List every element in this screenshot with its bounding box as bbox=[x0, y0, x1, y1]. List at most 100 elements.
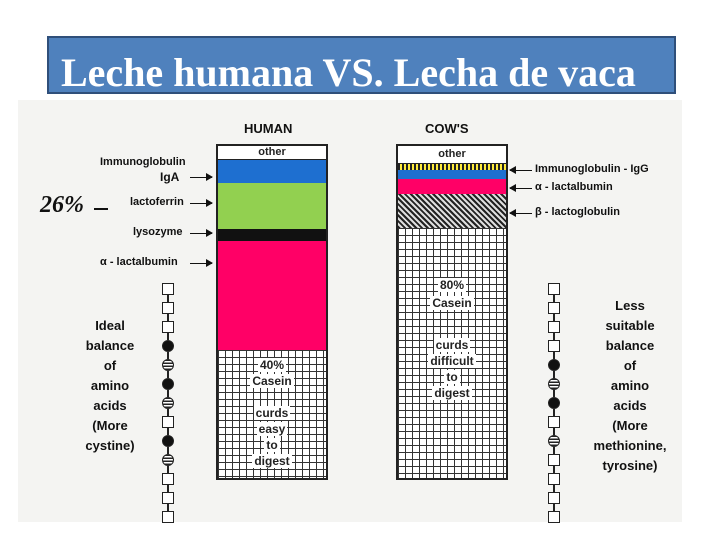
cow-casein-label: Casein bbox=[430, 296, 474, 310]
amino-acid-chain-human bbox=[162, 283, 176, 523]
amino-acid-node bbox=[162, 302, 174, 314]
amino-acid-link bbox=[553, 504, 555, 511]
amino-acid-node bbox=[162, 435, 174, 447]
amino-acid-node bbox=[162, 492, 174, 504]
human-casein-pct: 40% bbox=[257, 358, 287, 372]
amino-acid-link bbox=[553, 447, 555, 454]
amino-acid-link bbox=[553, 409, 555, 416]
amino-acid-link bbox=[553, 314, 555, 321]
label-iga: IgA bbox=[160, 170, 180, 184]
cow-igg-segment bbox=[398, 170, 506, 179]
amino-acid-node bbox=[548, 321, 560, 333]
human-iga-segment bbox=[218, 160, 326, 183]
annotation-dash bbox=[94, 208, 108, 210]
human-curds-4: digest bbox=[252, 454, 292, 468]
amino-acid-node bbox=[548, 416, 560, 428]
cow-column: other 80% Casein curds difficult to dige… bbox=[396, 144, 508, 480]
amino-acid-node bbox=[548, 435, 560, 447]
cow-casein-segment: 80% Casein curds difficult to digest bbox=[398, 228, 506, 478]
figure-background bbox=[18, 100, 682, 522]
human-lysozyme-segment bbox=[218, 229, 326, 241]
amino-acid-link bbox=[553, 295, 555, 302]
amino-acid-link bbox=[167, 485, 169, 492]
amino-acid-node bbox=[548, 454, 560, 466]
amino-acid-link bbox=[553, 485, 555, 492]
amino-acid-node bbox=[548, 302, 560, 314]
cow-amino-note: Less suitable balance of amino acids (Mo… bbox=[593, 298, 667, 473]
cow-casein-pct: 80% bbox=[437, 278, 467, 292]
cow-lactalbumin-segment bbox=[398, 179, 506, 194]
arrow-lactoglobulin bbox=[509, 209, 532, 217]
human-curds-2: easy bbox=[256, 422, 288, 436]
amino-acid-link bbox=[167, 371, 169, 378]
amino-acid-node bbox=[548, 511, 560, 523]
amino-acid-link bbox=[167, 352, 169, 359]
cow-curds-3: to bbox=[444, 370, 460, 384]
amino-acid-node bbox=[162, 340, 174, 352]
amino-acid-link bbox=[553, 428, 555, 435]
amino-acid-link bbox=[167, 447, 169, 454]
human-curds-3: to bbox=[264, 438, 280, 452]
amino-acid-link bbox=[553, 466, 555, 473]
cow-dotted-segment bbox=[398, 164, 506, 170]
human-other-label: other bbox=[258, 146, 286, 158]
amino-acid-node bbox=[548, 283, 560, 295]
title-banner: Leche humana VS. Lecha de vaca bbox=[47, 36, 676, 95]
cow-other-label: other bbox=[438, 148, 466, 160]
arrow-iga bbox=[190, 173, 213, 181]
amino-acid-link bbox=[167, 504, 169, 511]
human-column: other 40% Casein curds easy to digest bbox=[216, 144, 328, 480]
human-casein-segment: 40% Casein curds easy to digest bbox=[218, 350, 326, 478]
amino-acid-node bbox=[548, 340, 560, 352]
cow-curds-4: digest bbox=[432, 386, 472, 400]
label-lysozyme: lysozyme bbox=[133, 226, 183, 238]
amino-acid-link bbox=[553, 371, 555, 378]
amino-acid-node bbox=[162, 359, 174, 371]
amino-acid-node bbox=[548, 397, 560, 409]
amino-acid-node bbox=[162, 473, 174, 485]
human-curds-1: curds bbox=[253, 406, 291, 420]
cow-curds-2: difficult bbox=[428, 354, 476, 368]
amino-acid-link bbox=[553, 333, 555, 340]
amino-acid-link bbox=[553, 390, 555, 397]
amino-acid-node bbox=[162, 283, 174, 295]
cow-heading: COW'S bbox=[425, 121, 469, 136]
human-amino-note: Ideal balance of amino acids (More cysti… bbox=[85, 318, 135, 453]
human-heading: HUMAN bbox=[244, 121, 293, 136]
amino-acid-link bbox=[553, 352, 555, 359]
amino-acid-link bbox=[167, 295, 169, 302]
cow-lactoglobulin-segment bbox=[398, 194, 506, 228]
amino-acid-node bbox=[548, 378, 560, 390]
human-lactalbumin-segment bbox=[218, 241, 326, 350]
amino-acid-node bbox=[548, 359, 560, 371]
amino-acid-link bbox=[167, 428, 169, 435]
amino-acid-node bbox=[162, 378, 174, 390]
label-igg: Immunoglobulin - IgG bbox=[535, 163, 649, 175]
amino-acid-node bbox=[162, 454, 174, 466]
amino-acid-link bbox=[167, 314, 169, 321]
amino-acid-node bbox=[548, 492, 560, 504]
label-lactoglobulin: β - lactoglobulin bbox=[535, 206, 620, 218]
arrow-lactoferrin bbox=[190, 199, 213, 207]
amino-acid-node bbox=[162, 511, 174, 523]
human-lactoferrin-segment bbox=[218, 183, 326, 229]
amino-acid-link bbox=[167, 466, 169, 473]
label-lactoferrin: lactoferrin bbox=[130, 196, 184, 208]
amino-acid-node bbox=[162, 416, 174, 428]
page-title: Leche humana VS. Lecha de vaca bbox=[61, 50, 636, 95]
label-immunoglobulin: Immunoglobulin bbox=[100, 156, 186, 168]
amino-acid-link bbox=[167, 390, 169, 397]
cow-other-segment: other bbox=[398, 146, 506, 164]
amino-acid-chain-cow bbox=[548, 283, 562, 523]
amino-acid-node bbox=[162, 321, 174, 333]
amino-acid-link bbox=[167, 409, 169, 416]
amino-acid-node bbox=[548, 473, 560, 485]
handwritten-percentage: 26% bbox=[40, 192, 84, 218]
cow-curds-1: curds bbox=[433, 338, 471, 352]
human-other-segment: other bbox=[218, 146, 326, 160]
human-casein-label: Casein bbox=[250, 374, 294, 388]
label-lactalbumin-human: α - lactalbumin bbox=[100, 256, 178, 268]
amino-acid-node bbox=[162, 397, 174, 409]
arrow-lysozyme bbox=[190, 229, 213, 237]
arrow-lactalbumin-cow bbox=[509, 184, 532, 192]
